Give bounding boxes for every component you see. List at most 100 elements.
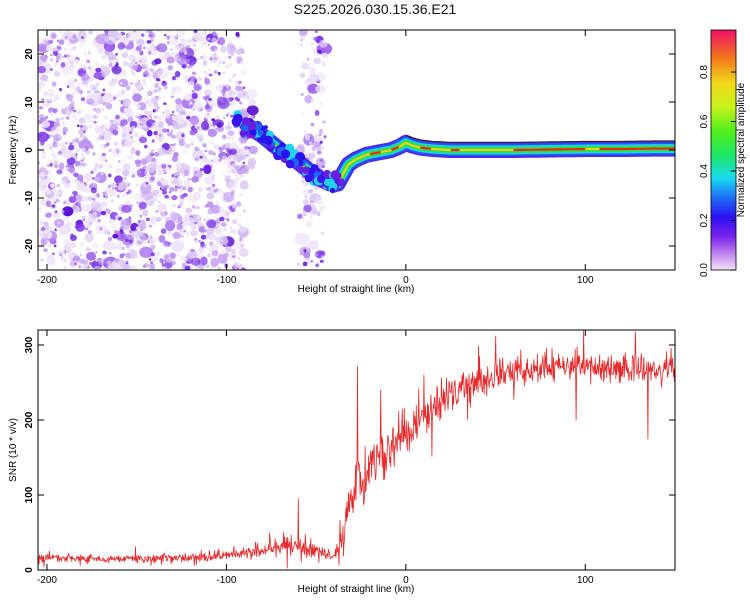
colorbar-tick-label: 0.0 [699,263,710,277]
spectrogram-noise-blob [115,215,120,219]
spectrogram-noise-blob [75,153,78,156]
spectrogram-noise-blob [38,65,46,74]
spectrogram-noise-blob [238,135,248,144]
figure-title: S225.2026.030.15.36.E21 [293,1,457,17]
spectrogram-noise-blob [100,172,104,175]
spectrogram-noise-blob [115,114,120,120]
colorbar: 0.0 0.2 0.4 0.6 0.8 Normalized spectral ampl… [699,29,747,277]
spectrogram-ytick-label: 20 [24,48,35,60]
spectrogram-noise-blob [172,213,183,224]
spectrogram-noise-blob [115,58,118,61]
spectrogram-noise-blob [89,184,93,189]
spectrogram-noise-blob [311,207,318,216]
spectrogram-noise-blob [110,199,114,203]
spectrogram-noise-blob [167,230,172,235]
spectrogram-noise-blob [118,78,129,88]
spectrogram-noise-blob [50,183,55,188]
spectrogram-noise-blob [227,51,230,55]
spectrogram-noise-blob [83,52,87,55]
spectrogram-noise-blob [137,220,141,223]
spectrogram-noise-blob [304,195,308,199]
spectrogram-noise-blob [153,69,156,73]
snr-xtick-label: -200 [37,575,57,586]
spectrogram-ridge-blob [263,125,268,130]
spectrogram-noise-blob [38,110,41,113]
spectrogram-noise-blob [83,122,87,125]
spectrogram-noise-blob [298,43,303,47]
snr-ytick-label: 300 [24,336,35,353]
spectrogram-noise-blob [130,135,133,139]
spectrogram-noise-blob [233,154,241,162]
spectrogram-noise-blob [128,40,134,46]
spectrogram-noise-blob [46,37,50,41]
spectrogram-noise-blob [125,85,131,91]
spectrogram-noise-blob [310,260,314,263]
spectrogram-noise-blob [131,72,135,76]
spectrogram-noise-blob [87,265,90,269]
spectrogram-noise-blob [220,45,228,54]
spectrogram-noise-blob [42,232,49,240]
spectrogram-noise-blob [231,97,234,101]
spectrogram-noise-blob [299,72,306,78]
spectrogram-noise-blob [61,257,69,263]
spectrogram-noise-blob [95,250,98,254]
spectrogram-noise-blob [158,235,166,243]
spectrogram-noise-blob [242,86,246,90]
spectrogram-noise-blob [79,118,84,123]
spectrogram-noise-blob [66,180,71,184]
spectrogram-noise-blob [129,204,133,208]
spectrogram-noise-blob [296,144,305,155]
spectrogram-noise-blob [191,176,200,183]
spectrogram-noise-blob [303,204,312,213]
spectrogram-noise-blob [189,63,194,67]
spectrogram-noise-blob [177,205,181,209]
spectrogram-noise-blob [227,78,233,83]
spectrogram-noise-blob [57,71,61,75]
spectrogram-noise-blob [46,44,54,52]
spectrogram-noise-blob [122,61,129,67]
spectrogram-noise-blob [167,65,173,71]
spectrogram-noise-blob [121,69,128,76]
spectrogram-noise-blob [155,236,159,239]
spectrogram-noise-blob [169,48,174,52]
spectrogram-noise-blob [130,139,136,144]
spectrogram-noise-blob [174,34,179,39]
spectrogram-noise-blob [130,128,134,132]
spectrogram-noise-blob [129,81,134,86]
spectrogram-noise-blob [320,231,325,236]
spectrogram-noise-blob [186,44,191,49]
spectrogram-noise-blob [156,68,169,79]
spectrogram-noise-blob [148,32,156,39]
spectrogram-noise-blob [210,53,219,64]
spectrogram-noise-blob [138,174,141,178]
spectrogram-noise-blob [53,155,57,160]
spectrogram-ytick-label: 10 [24,96,35,108]
spectrogram-noise-blob [85,150,91,155]
spectrogram-noise-blob [97,218,102,223]
spectrogram-noise-blob [123,176,127,180]
spectrogram-noise-blob [168,123,171,127]
spectrogram-noise-blob [163,85,168,90]
spectrogram-noise-blob [209,123,214,127]
spectrogram-noise-blob [83,130,86,133]
spectrogram-noise-blob [314,30,318,33]
spectrogram-noise-blob [171,260,176,265]
spectrogram-noise-blob [104,70,109,73]
snr-frame [37,329,676,571]
spectrogram-noise-blob [154,198,158,202]
spectrogram-noise-blob [205,180,210,184]
spectrogram-noise-blob [318,206,324,212]
spectrogram-noise-blob [54,228,57,232]
spectrogram-noise-blob [75,148,80,153]
spectrogram-noise-blob [63,238,73,246]
spectrogram-noise-blob [305,149,310,154]
spectrogram-noise-blob [96,138,100,142]
spectrogram-noise-blob [204,72,210,78]
spectrogram-noise-blob [142,209,149,217]
spectrogram-noise-blob [135,183,139,187]
spectrogram-noise-blob [220,222,227,227]
spectrogram-noise-blob [204,78,211,85]
spectrogram-noise-blob [316,150,322,155]
spectrogram-noise-blob [168,197,172,201]
spectrogram-noise-blob [131,213,136,217]
